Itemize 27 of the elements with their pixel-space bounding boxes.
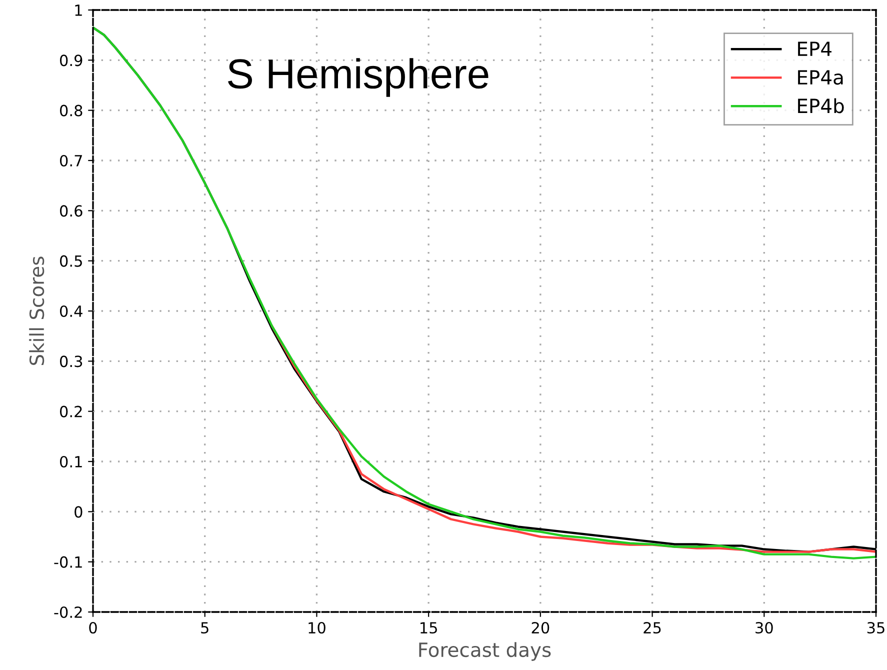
y-tick-label: 0.9 [60,54,82,66]
x-tick-label: 35 [867,622,884,634]
x-tick-label: 20 [532,622,550,634]
x-tick-label: 5 [201,622,208,634]
x-axis-title: Forecast days [419,642,551,661]
y-tick-label: 0.7 [60,154,82,167]
legend-label: EP4b [798,98,844,114]
x-tick-label: 25 [644,622,661,634]
y-tick-label: 0.1 [60,456,82,468]
y-tick-label: 1 [75,4,82,16]
y-tick-label: -0.2 [54,606,82,618]
x-tick-label: 30 [756,622,773,634]
x-tick-label: 0 [89,622,97,634]
y-tick-label: 0.5 [60,255,82,267]
y-tick-label: 0.2 [60,406,82,418]
y-tick-label: 0.4 [60,305,82,318]
y-tick-label: -0.1 [54,556,82,568]
y-tick-label: 0.6 [60,205,82,217]
legend-label: EP4 [798,42,832,56]
x-tick-label: 15 [420,622,437,634]
y-axis-title: Skill Scores [29,256,44,366]
y-tick-label: 0 [74,506,82,518]
y-tick-label: 0.3 [60,356,82,368]
x-tick-label: 10 [308,622,326,634]
legend-label: EP4a [798,70,843,85]
y-tick-label: 0.8 [60,104,82,116]
annotation: S Hemisphere [228,58,488,97]
